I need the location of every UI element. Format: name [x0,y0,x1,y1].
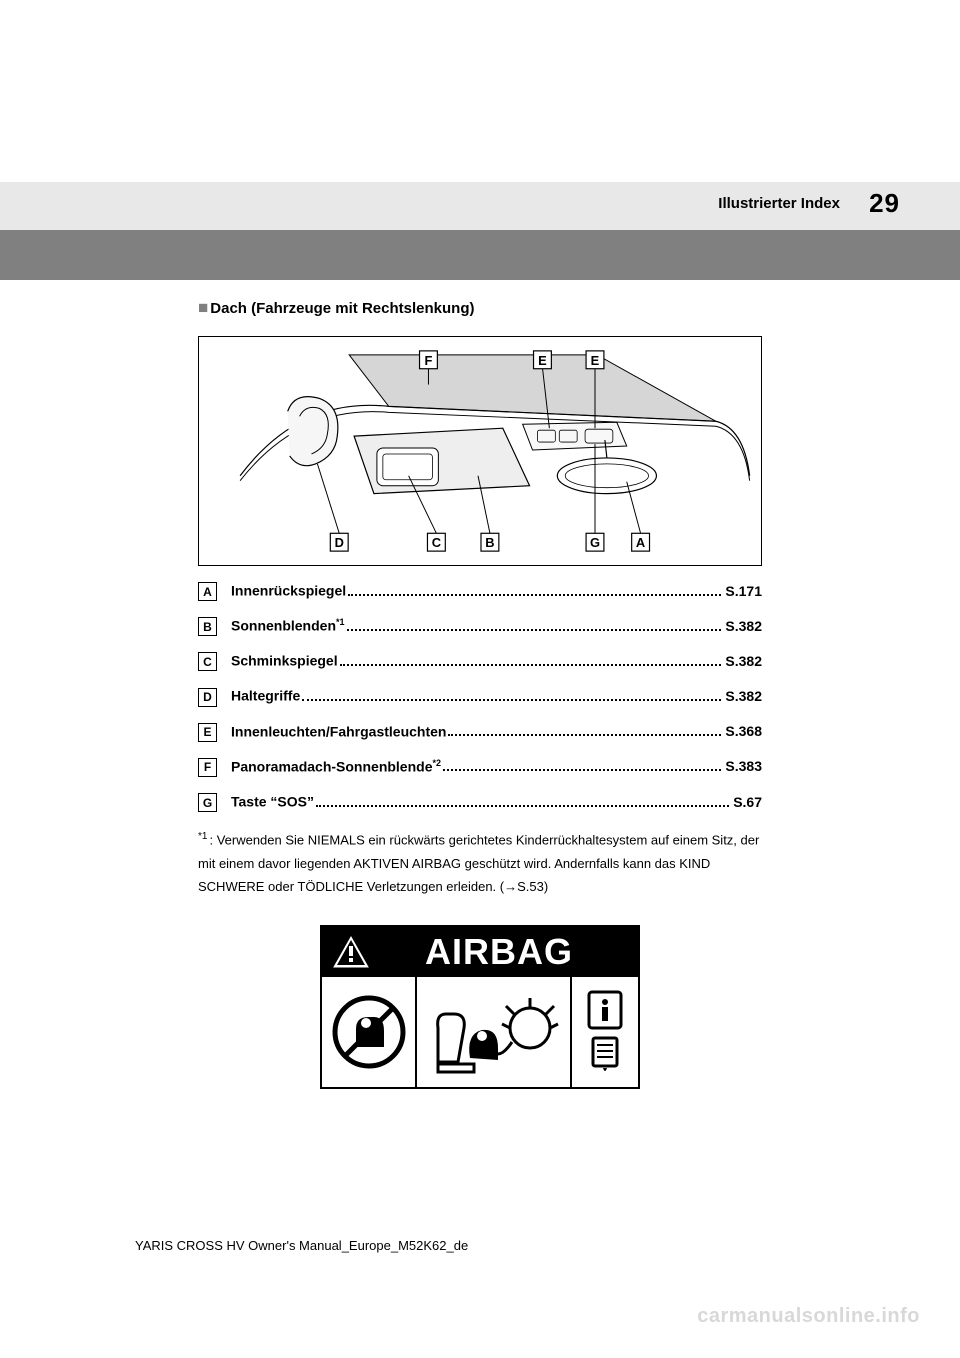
key-box: D [198,688,217,707]
airbag-deploy-icon [417,977,572,1087]
page-ref: S.383 [725,758,762,774]
key-box: C [198,652,217,671]
callout-E1: E [534,351,552,369]
list-item: D Haltegriffe S.382 [198,687,762,706]
svg-text:D: D [335,535,344,550]
svg-text:B: B [485,535,494,550]
footnote-mark: *1 [198,831,207,842]
callout-A: A [632,533,650,551]
footnote: *1: Verwenden Sie NIEMALS ein rückwärts … [198,828,762,899]
callout-D: D [330,533,348,551]
list-item: E Innenleuchten/Fahrgastleuchten S.368 [198,723,762,742]
warning-triangle-icon [332,935,370,969]
item-label: Taste “SOS” [231,793,314,810]
page-number: 29 [869,188,900,219]
key-box: E [198,723,217,742]
page-ref: S.382 [725,653,762,669]
callout-E2: E [586,351,604,369]
dot-leader [302,699,721,701]
item-label: Panoramadach-Sonnenblende*2 [231,758,441,775]
dot-leader [348,594,721,596]
no-rear-facing-child-seat-icon [322,977,417,1087]
key-box: F [198,758,217,777]
callout-F: F [420,351,438,369]
watermark: carmanualsonline.info [697,1305,920,1328]
page-ref: S.368 [725,723,762,739]
list-item: C Schminkspiegel S.382 [198,652,762,671]
svg-text:E: E [538,353,547,368]
dot-leader [347,629,722,631]
item-label: Innenleuchten/Fahrgastleuchten [231,723,446,740]
key-box: G [198,793,217,812]
page-ref: S.67 [733,794,762,810]
list-item: F Panoramadach-Sonnenblende*2 S.383 [198,758,762,777]
item-label: Schminkspiegel [231,652,338,669]
key-box: B [198,617,217,636]
item-label: Innenrückspiegel [231,582,346,599]
list-item: G Taste “SOS” S.67 [198,793,762,812]
dot-leader [443,769,721,771]
dot-leader [448,734,721,736]
svg-text:A: A [636,535,645,550]
read-manual-icon [572,977,638,1087]
dot-leader [340,664,722,666]
page: Illustrierter Index 29 ■Dach (Fahrzeuge … [0,0,960,1358]
airbag-warning-label: AIRBAG [320,925,640,1089]
square-bullet-icon: ■ [198,298,208,317]
airbag-header: AIRBAG [322,927,638,977]
roof-svg: F E E D C [199,337,761,565]
item-label: Sonnenblenden*1 [231,617,345,634]
svg-text:C: C [432,535,441,550]
roof-illustration: F E E D C [198,336,762,566]
svg-text:F: F [425,353,433,368]
callout-C: C [427,533,445,551]
svg-text:G: G [590,535,600,550]
list-item: A Innenrückspiegel S.171 [198,582,762,601]
index-list: A Innenrückspiegel S.171 B Sonnenblenden… [198,582,762,812]
list-item: B Sonnenblenden*1 S.382 [198,617,762,636]
footer-text: YARIS CROSS HV Owner's Manual_Europe_M52… [135,1238,468,1253]
key-box: A [198,582,217,601]
page-ref: S.171 [725,583,762,599]
airbag-title: AIRBAG [425,931,573,973]
page-ref: S.382 [725,618,762,634]
callout-B: B [481,533,499,551]
header-section-title: Illustrierter Index [718,195,840,212]
footnote-text: Verwenden Sie NIEMALS ein rückwärts geri… [198,832,759,894]
section-subtitle: ■Dach (Fahrzeuge mit Rechtslenkung) [198,298,762,318]
airbag-pictograms [322,977,638,1087]
page-ref: S.382 [725,688,762,704]
subtitle-text: Dach (Fahrzeuge mit Rechtslenkung) [210,300,474,317]
callout-G: G [586,533,604,551]
content-column: ■Dach (Fahrzeuge mit Rechtslenkung) [198,298,762,1089]
svg-text:E: E [591,353,600,368]
tab-band [0,230,960,280]
dot-leader [316,805,729,807]
item-label: Haltegriffe [231,687,300,704]
